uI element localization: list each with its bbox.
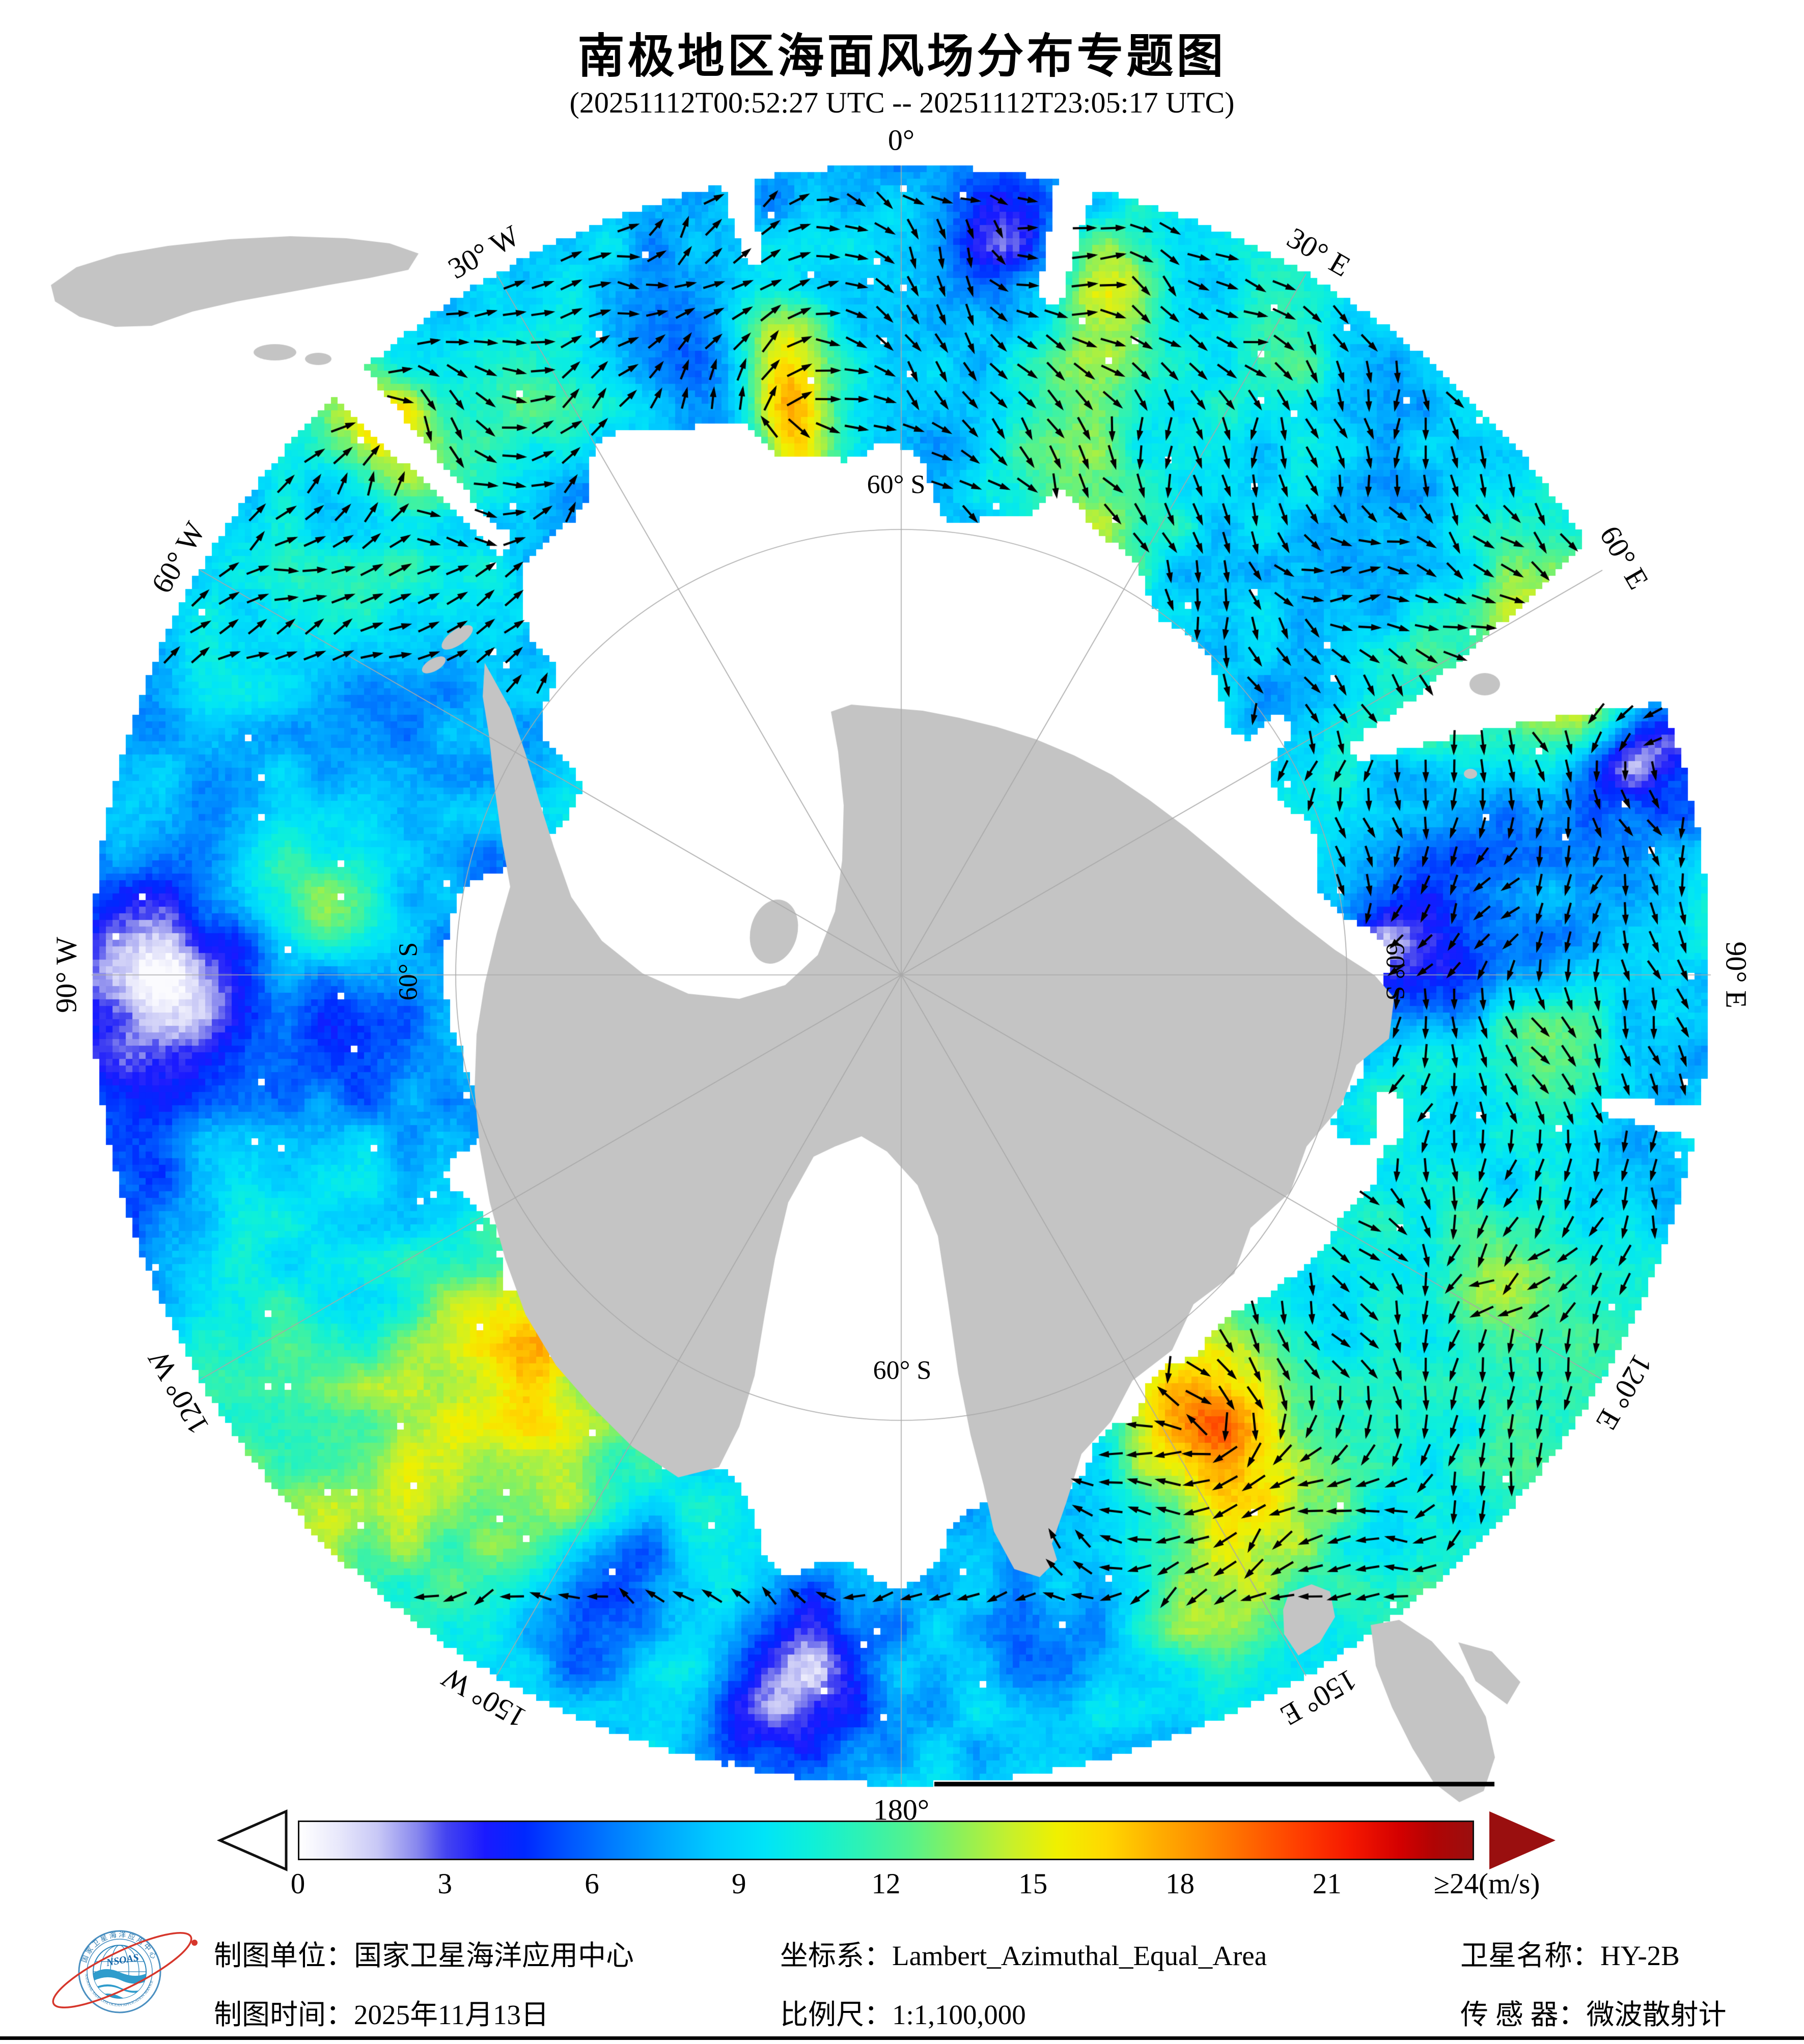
- footer-scale: 比例尺：1:1,100,000: [780, 1999, 1026, 2030]
- colorbar-max-tick: ≥24(m/s): [1433, 1868, 1540, 1900]
- colorbar-tick: 18: [1165, 1868, 1195, 1900]
- colorbar-tick: 12: [871, 1868, 901, 1900]
- colorbar-tick: 6: [585, 1868, 599, 1900]
- footer-mapping-date: 制图时间：2025年11月13日: [214, 1999, 549, 2030]
- footer-mapping-agency: 制图单位：国家卫星海洋应用中心: [214, 1940, 634, 1971]
- longitude-label: 0°: [887, 123, 915, 157]
- colorbar-right-arrow-icon: [1489, 1811, 1556, 1869]
- footer-coordinate-system: 坐标系：Lambert_Azimuthal_Equal_Area: [780, 1940, 1267, 1971]
- colorbar-left-arrow-icon: [216, 1809, 288, 1871]
- colorbar-tick: 0: [290, 1868, 306, 1900]
- bottom-border-rule: [0, 2036, 1804, 2040]
- nsoas-logo-icon: 国 家 卫 星 海 洋 应 用 中 心 NATIONAL SATELLITE O…: [52, 1930, 198, 2013]
- page-title: 南极地区海面风场分布专题图: [577, 31, 1227, 82]
- latitude-60s-label: 60° S: [873, 1356, 932, 1385]
- nsoas-logo: 国 家 卫 星 海 洋 应 用 中 心 NATIONAL SATELLITE O…: [31, 1923, 214, 2025]
- page-subtitle-time-range: (20251112T00:52:27 UTC -- 20251112T23:05…: [569, 86, 1235, 119]
- footer-sensor: 传 感 器：微波散射计: [1460, 1999, 1727, 2030]
- colorbar-gradient-bar: [298, 1821, 1474, 1860]
- latitude-60s-label: 60° S: [867, 470, 926, 499]
- colorbar-tick: 21: [1312, 1868, 1342, 1900]
- colorbar-tick: 15: [1018, 1868, 1048, 1900]
- footer-satellite-name: 卫星名称：HY-2B: [1460, 1940, 1680, 1971]
- colorbar-tick: 3: [437, 1868, 453, 1900]
- colorbar-tick: 9: [732, 1868, 746, 1900]
